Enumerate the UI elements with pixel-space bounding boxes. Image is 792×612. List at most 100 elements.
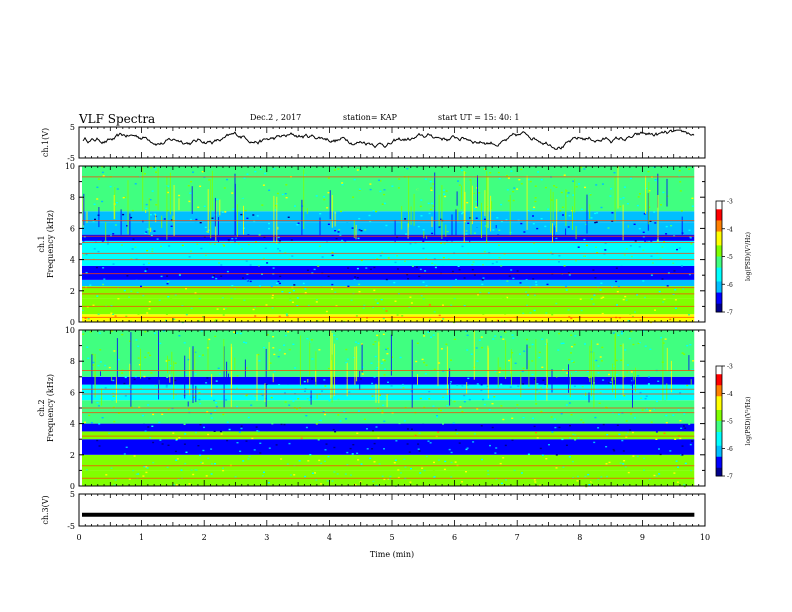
spectrogram-speckle xyxy=(343,275,346,277)
spectrogram-speckle xyxy=(117,298,120,300)
spectrogram-speckle xyxy=(144,356,147,359)
spectrogram-speckle xyxy=(596,343,599,345)
spectrogram-speckle xyxy=(458,269,461,271)
spectrogram-speckle xyxy=(216,198,219,200)
spectrogram-speckle xyxy=(429,442,432,444)
spectrogram-speckle xyxy=(85,469,88,471)
spectrogram-speckle xyxy=(683,218,686,220)
spectrogram-speckle xyxy=(534,197,537,199)
spectrogram-speckle xyxy=(216,342,219,344)
spectrogram-speckle xyxy=(296,297,299,299)
spectrogram-speckle xyxy=(231,473,234,475)
spectrogram-speckle xyxy=(620,333,623,335)
spectrogram-speckle xyxy=(331,251,334,254)
spectrogram-speckle xyxy=(609,381,612,384)
spectrogram-speckle xyxy=(362,301,365,303)
spectrogram-speckle xyxy=(478,192,481,194)
spectrogram-speckle xyxy=(318,349,321,351)
spectrogram-speckle xyxy=(137,345,140,347)
spectrogram-speckle xyxy=(428,474,431,476)
spectrogram-speckle xyxy=(664,338,667,340)
spectrogram-spike xyxy=(633,371,635,380)
spectrogram-speckle xyxy=(226,303,229,305)
colorbar-step xyxy=(716,454,722,458)
spectrogram-speckle xyxy=(198,306,201,309)
spectrogram-speckle xyxy=(369,188,372,191)
spectrogram-speckle xyxy=(114,315,117,317)
spectrogram-spike xyxy=(477,175,478,207)
spectrogram-speckle xyxy=(576,337,579,339)
spectrogram-speckle xyxy=(155,171,157,173)
spectrogram-speckle xyxy=(646,408,648,410)
spectrogram-spike xyxy=(178,198,180,211)
spectrogram-speckle xyxy=(454,338,456,340)
spectrogram-speckle xyxy=(526,338,528,341)
spectrogram-speckle xyxy=(442,318,445,320)
spectrogram-speckle xyxy=(185,288,187,290)
spectrogram-speckle xyxy=(674,299,677,301)
spectrogram-speckle xyxy=(200,277,203,280)
spectrogram-speckle xyxy=(131,209,134,212)
spectrogram-speckle xyxy=(500,221,503,223)
spectrogram-speckle xyxy=(284,252,287,254)
spectrogram-speckle xyxy=(515,372,518,374)
spectrogram-spike xyxy=(218,217,219,243)
colorbar-step xyxy=(716,237,722,241)
spectrogram-speckle xyxy=(238,431,241,433)
spectrogram-speckle xyxy=(655,473,658,475)
spectrogram-speckle xyxy=(502,436,505,439)
spectrogram-speckle xyxy=(287,216,290,218)
spectrogram-spike xyxy=(666,178,668,207)
spectrogram-speckle xyxy=(676,248,678,251)
spectrogram-speckle xyxy=(266,204,269,206)
spectrogram-speckle xyxy=(418,425,421,428)
spectrogram-speckle xyxy=(318,245,321,247)
spectrogram-spike xyxy=(167,355,168,374)
spectrogram-speckle xyxy=(233,372,236,375)
spectrogram-speckle xyxy=(638,341,641,344)
spectrogram-speckle xyxy=(687,473,689,475)
spectrogram-speckle xyxy=(406,228,409,230)
spectrogram-speckle xyxy=(101,166,104,168)
spectrogram-speckle xyxy=(350,299,353,301)
spectrogram-speckle xyxy=(572,196,575,198)
spectrogram-speckle xyxy=(323,196,326,198)
spectrogram-speckle xyxy=(480,336,483,338)
spectrogram-speckle xyxy=(124,395,127,397)
y-tick-label: -5 xyxy=(67,522,75,531)
y-tick-label: 2 xyxy=(70,451,75,460)
spectrogram-speckle xyxy=(106,243,109,245)
spectrogram-speckle xyxy=(172,432,175,434)
spectrogram-speckle xyxy=(138,406,141,409)
colorbar-step xyxy=(716,289,722,294)
spectrogram-speckle xyxy=(573,385,576,387)
spectrogram-spike xyxy=(505,340,507,379)
spectrogram-speckle xyxy=(451,270,454,273)
spectrogram-speckle xyxy=(548,444,550,446)
spectrogram-speckle xyxy=(165,347,168,349)
spectrogram-speckle xyxy=(278,395,280,398)
spectrogram-spike xyxy=(434,172,436,237)
spectrogram-speckle xyxy=(261,394,264,397)
spectrogram-speckle xyxy=(639,319,642,321)
spectrogram-speckle xyxy=(222,314,225,316)
spectrogram-speckle xyxy=(270,285,273,288)
spectrogram-speckle xyxy=(404,330,407,332)
spectrogram-speckle xyxy=(129,251,132,254)
spectrogram-speckle xyxy=(450,418,452,421)
spectrogram-speckle xyxy=(305,426,308,429)
spectrogram-spike xyxy=(161,215,163,228)
spectrogram-speckle xyxy=(257,265,260,267)
spectrogram-speckle xyxy=(307,460,310,462)
spectrogram-speckle xyxy=(569,204,572,207)
spectrogram-speckle xyxy=(395,403,398,405)
spectrogram-speckle xyxy=(630,371,633,373)
spectrogram-speckle xyxy=(327,192,330,194)
spectrogram-speckle xyxy=(459,406,462,408)
spectrogram-speckle xyxy=(374,299,377,301)
spectrogram-speckle xyxy=(561,206,564,208)
spectrogram-speckle xyxy=(661,246,664,248)
spectrogram-spike xyxy=(552,223,553,243)
spectrogram-speckle xyxy=(394,261,397,264)
spectrogram-speckle xyxy=(569,373,572,375)
